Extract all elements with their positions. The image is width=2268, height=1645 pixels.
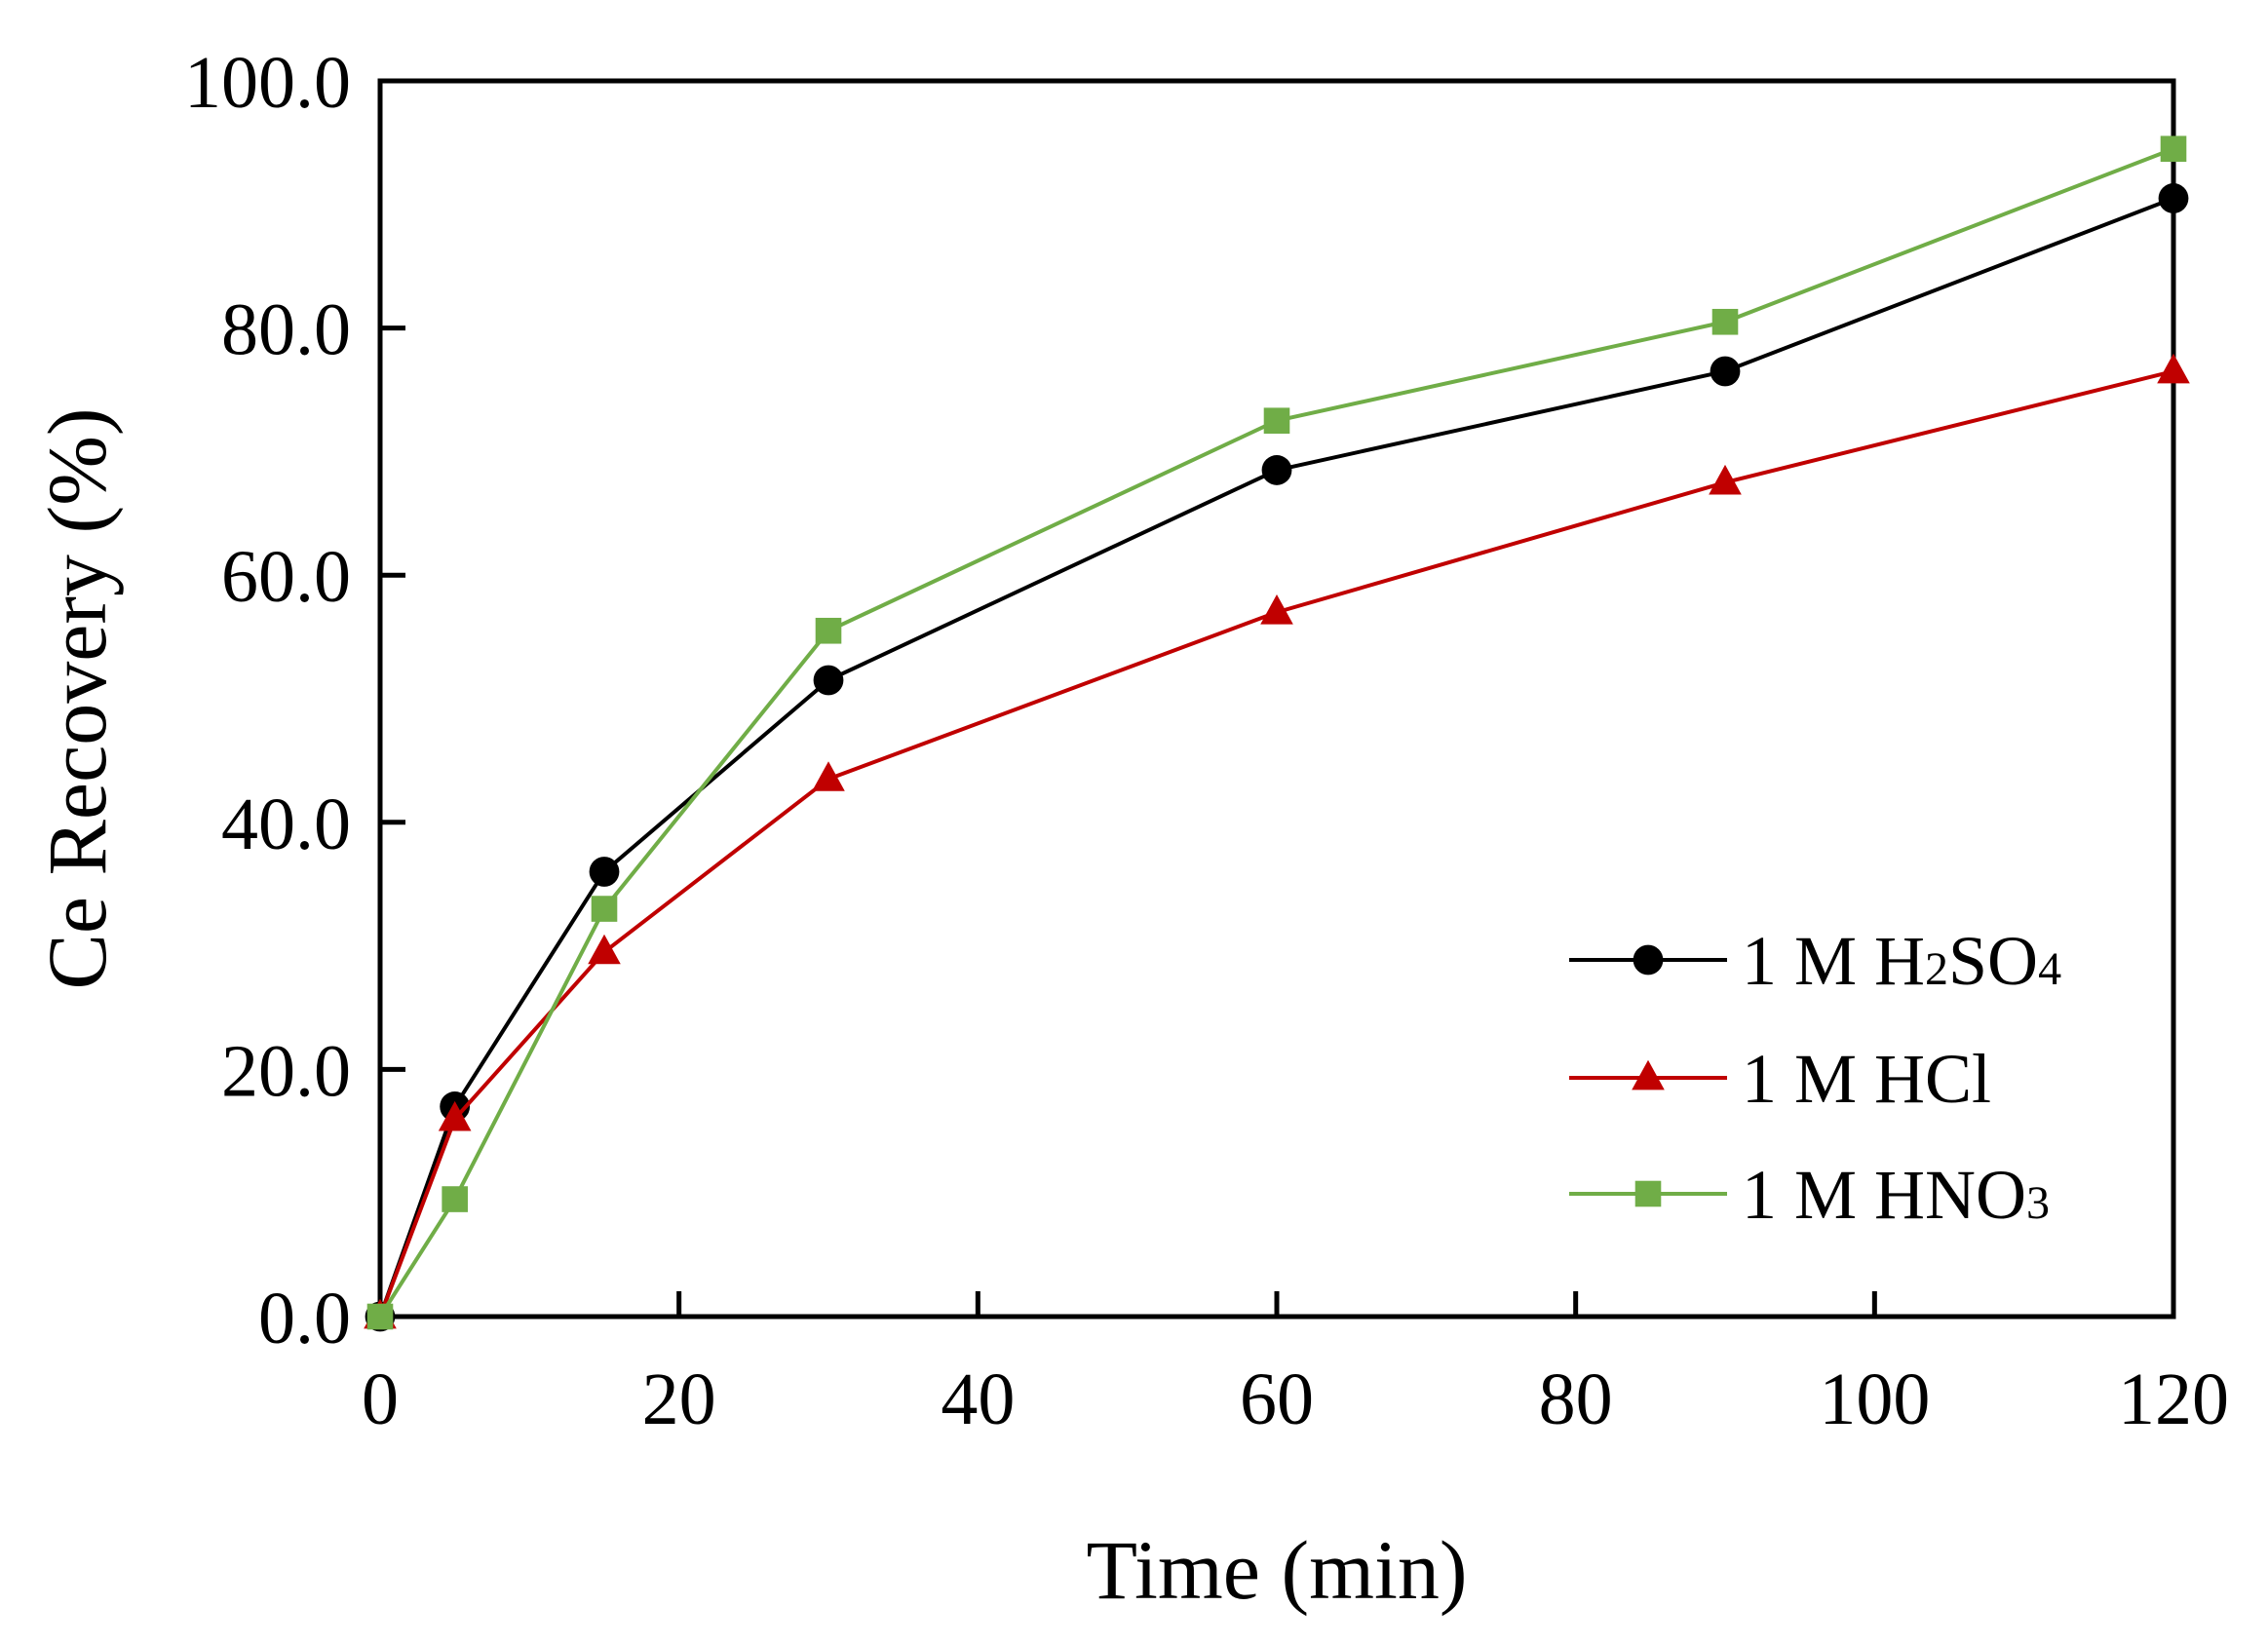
data-point <box>442 1186 468 1212</box>
data-point <box>1633 944 1664 976</box>
data-point <box>815 617 842 644</box>
y-tick-label: 0.0 <box>258 1278 351 1359</box>
y-tick-label: 60.0 <box>221 536 351 618</box>
series-line <box>378 146 2174 1319</box>
legend-item: 1 M HCl <box>1569 1040 1991 1118</box>
data-point <box>2160 135 2187 163</box>
x-tick-label: 60 <box>1240 1358 1314 1440</box>
data-point <box>1260 594 1293 625</box>
data-point <box>588 934 621 965</box>
x-tick-label: 20 <box>642 1358 716 1440</box>
x-tick-label: 0 <box>362 1358 399 1440</box>
data-point <box>1263 407 1290 434</box>
data-point <box>366 1303 394 1330</box>
y-axis-title: Ce Recovery (%) <box>30 408 124 990</box>
x-tick-label: 100 <box>1819 1358 1930 1440</box>
data-point <box>2158 183 2189 213</box>
legend-item: 1 M HNO3 <box>1569 1156 2050 1234</box>
x-tick-label: 40 <box>941 1358 1015 1440</box>
axis-ticks: 0 20 40 60 80 100 120 0.0 20.0 40.0 60.0 80.0 100.0 <box>184 42 2229 1440</box>
data-point <box>2157 353 2190 384</box>
legend-label: 1 M HNO3 <box>1742 1156 2050 1234</box>
legend: 1 M H2SO4 1 M HCl 1 M HNO3 <box>1569 922 2061 1234</box>
x-tick-label: 80 <box>1539 1358 1613 1440</box>
data-point <box>1634 1180 1662 1207</box>
legend-label: 1 M HCl <box>1742 1040 1991 1118</box>
data-point <box>438 1100 472 1131</box>
series-group <box>364 353 2190 1329</box>
plot-frame <box>377 78 2176 1320</box>
x-tick-label: 120 <box>2118 1358 2229 1440</box>
series-line <box>378 196 2174 1318</box>
data-point <box>591 896 618 922</box>
y-tick-label: 80.0 <box>221 289 351 371</box>
series-group <box>366 135 2187 1330</box>
y-tick-label: 100.0 <box>184 42 351 124</box>
data-point <box>812 761 845 791</box>
data-point <box>1261 455 1292 485</box>
y-tick-label: 40.0 <box>221 784 351 865</box>
data-point <box>1711 308 1739 335</box>
data-point <box>1632 1059 1665 1090</box>
y-tick-label: 20.0 <box>221 1030 351 1112</box>
x-axis-title: Time (min) <box>1086 1523 1467 1617</box>
legend-item: 1 M H2SO4 <box>1569 922 2061 1000</box>
data-point <box>589 857 620 887</box>
legend-label: 1 M H2SO4 <box>1742 922 2061 1000</box>
data-point <box>1709 464 1742 495</box>
data-point <box>813 665 844 696</box>
series-layer <box>364 135 2190 1332</box>
data-point <box>1710 356 1741 387</box>
